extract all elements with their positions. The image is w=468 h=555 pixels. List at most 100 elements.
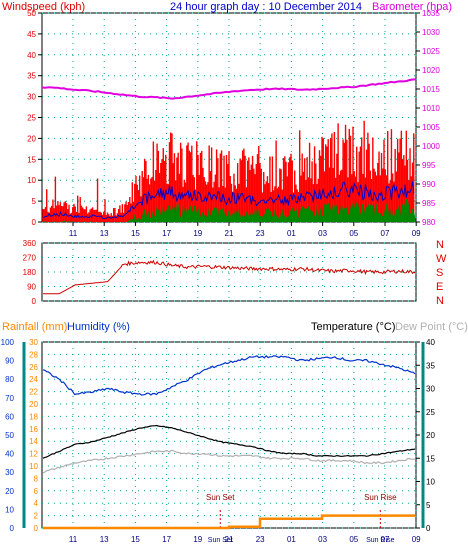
rain-tick-label: 10: [29, 462, 38, 471]
x-tick-label: 03: [318, 229, 327, 238]
temp-humidity-panel: 0102030405060708090100024681012141618202…: [1, 338, 436, 544]
x-tick-label: 17: [162, 229, 171, 238]
x-tick-label: 21: [225, 535, 234, 544]
x-tick-label: 17: [162, 535, 171, 544]
temperature-tick-label: 40: [426, 338, 435, 347]
y-tick-label-left: 45: [27, 30, 36, 39]
y-tick-label-right: 1030: [422, 28, 440, 37]
rain-tick-label: 12: [29, 450, 38, 459]
rain-tick-label: 22: [29, 388, 38, 397]
rainfall-line: [43, 514, 415, 530]
x-tick-label: 13: [100, 229, 109, 238]
wind-direction-line: [43, 259, 416, 295]
y-tick-label-left: 20: [27, 134, 36, 143]
y-tick-label-right: 995: [422, 161, 436, 170]
barometer-axis-title: Barometer (hpa): [372, 1, 452, 13]
x-tick-label: 11: [69, 535, 78, 544]
rain-tick-label: 26: [29, 363, 38, 372]
y-tick-label-left: 30: [27, 93, 36, 102]
y-tick-label: 90: [27, 283, 36, 292]
rain-tick-label: 28: [29, 350, 38, 359]
x-tick-label: 05: [349, 229, 358, 238]
x-tick-label: Sun Set: [208, 537, 233, 544]
humidity-tick-label: 60: [5, 412, 14, 421]
humidity-tick-label: 90: [5, 357, 14, 366]
rain-tick-label: 8: [34, 474, 39, 483]
rain-tick-label: 20: [29, 400, 38, 409]
y-tick-label-left: 15: [27, 155, 36, 164]
y-tick-label-left: 5: [32, 197, 37, 206]
rain-tick-label: 16: [29, 425, 38, 434]
y-tick-label-right: 1010: [422, 104, 440, 113]
x-tick-label: 09: [412, 535, 421, 544]
wind-barometer-panel: 0510152025303540455098098599099510001005…: [27, 9, 440, 238]
rainfall-axis-title: Rainfall (mm): [2, 321, 67, 333]
rain-tick-label: 14: [29, 437, 38, 446]
rain-tick-label: 4: [34, 499, 39, 508]
y-tick-label-left: 35: [27, 72, 36, 81]
x-tick-label: 21: [225, 229, 234, 238]
temperature-tick-label: 5: [426, 501, 431, 510]
x-tick-label: 15: [131, 229, 140, 238]
y-tick-label-left: 40: [27, 51, 36, 60]
humidity-tick-label: 40: [5, 450, 14, 459]
y-tick-label-right: 980: [422, 218, 436, 227]
humidity-tick-label: 10: [5, 505, 14, 514]
y-tick-label-right: 1000: [422, 142, 440, 151]
wind-calm-area: [42, 198, 416, 222]
rain-tick-label: 18: [29, 412, 38, 421]
temperature-tick-label: 0: [426, 524, 431, 533]
humidity-tick-label: 20: [5, 487, 14, 496]
temperature-line: [42, 424, 416, 459]
y-tick-label-right: 1025: [422, 47, 440, 56]
chart-title: 24 hour graph day : 10 December 2014: [170, 1, 362, 13]
x-tick-label: 07: [381, 229, 390, 238]
humidity-tick-label: 80: [5, 375, 14, 384]
x-tick-label: 03: [318, 535, 327, 544]
compass-label: N: [436, 239, 444, 251]
y-tick-label: 360: [23, 239, 37, 248]
rain-tick-label: 6: [34, 487, 39, 496]
x-tick-label: 13: [100, 535, 109, 544]
windspeed-axis-title: Windspeed (kph): [2, 1, 85, 13]
x-tick-label: 05: [349, 535, 358, 544]
x-tick-label: Sun Rise: [366, 537, 395, 544]
temperature-tick-label: 35: [426, 361, 435, 370]
sunrise-label: Sun Rise: [364, 493, 397, 502]
rain-tick-label: 30: [29, 338, 38, 347]
humidity-tick-label: 100: [1, 338, 15, 347]
x-tick-label: 19: [193, 229, 202, 238]
y-tick-label-left: 50: [27, 9, 36, 18]
rain-tick-label: 24: [29, 375, 38, 384]
humidity-tick-label: 30: [5, 468, 14, 477]
wind-average-line: [43, 181, 415, 220]
dewpoint-axis-title: Dew Point (°C): [395, 321, 468, 333]
x-tick-label: 23: [256, 229, 265, 238]
y-tick-label-left: 10: [27, 176, 36, 185]
sunset-label: Sun Set: [206, 493, 235, 502]
y-tick-label-right: 985: [422, 199, 436, 208]
humidity-tick-label: 50: [5, 431, 14, 440]
rain-tick-label: 0: [34, 524, 39, 533]
temperature-tick-label: 10: [426, 478, 435, 487]
temperature-tick-label: 30: [426, 385, 435, 394]
y-tick-label: 270: [23, 254, 37, 263]
temperature-axis-title: Temperature (°C): [311, 321, 395, 333]
x-tick-label: 01: [287, 535, 296, 544]
temperature-tick-label: 25: [426, 408, 435, 417]
y-tick-label-right: 1015: [422, 85, 440, 94]
y-tick-label-right: 1005: [422, 123, 440, 132]
x-tick-label: 15: [131, 535, 140, 544]
y-tick-label: 0: [32, 297, 37, 306]
compass-label: W: [436, 253, 447, 265]
x-tick-label: 01: [287, 229, 296, 238]
x-tick-label: 07: [381, 535, 390, 544]
dewpoint-line: [42, 449, 415, 474]
compass-label: E: [436, 281, 443, 293]
y-tick-label-right: 1035: [422, 9, 440, 18]
temperature-tick-label: 15: [426, 454, 435, 463]
compass-label: N: [436, 295, 444, 307]
